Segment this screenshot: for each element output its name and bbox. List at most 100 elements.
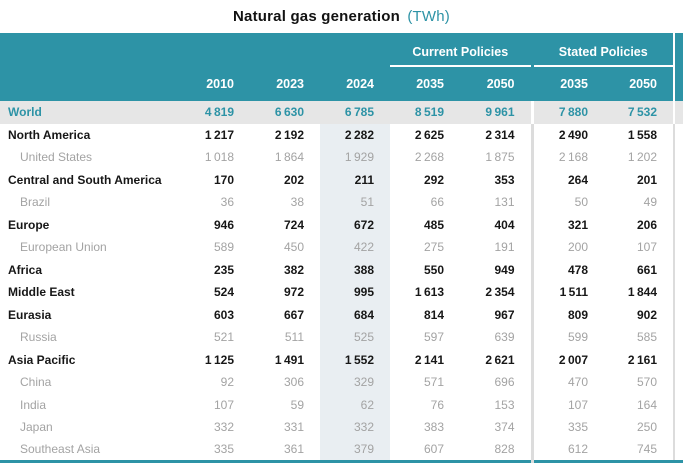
value-cell: 607 [423, 442, 444, 456]
value-cell: 206 [636, 217, 657, 232]
value-cell: 191 [494, 240, 515, 255]
value-cell: 603 [213, 307, 234, 322]
row-edge-cell [673, 393, 683, 416]
value-cell: 353 [494, 172, 515, 187]
value-cell: 329 [320, 371, 390, 394]
row-label: Brazil [20, 195, 51, 210]
value-cell: 639 [494, 330, 515, 345]
value-cell: 1 552 [320, 348, 390, 371]
row-label: China [20, 375, 52, 390]
value-cell: 404 [494, 217, 515, 232]
row-edge-cell [673, 326, 683, 349]
value-cell: 332 [213, 420, 234, 435]
value-cell: 211 [320, 168, 390, 191]
value-cell: 2 490 [530, 123, 604, 146]
value-cell: 306 [283, 375, 304, 390]
value-cell: 949 [494, 262, 515, 277]
value-cell: 382 [283, 262, 304, 277]
value-cell: 59 [290, 397, 304, 412]
value-cell: 585 [636, 330, 657, 345]
value-cell: 597 [423, 330, 444, 345]
value-cell: 2 621 [485, 352, 515, 367]
value-cell: 107 [530, 393, 604, 416]
value-cell: 2 282 [320, 123, 390, 146]
title-text: Natural gas generation [233, 8, 400, 25]
table-row-north-america: North America 1 217 2 192 2 282 2 625 2 314 2 … [0, 123, 683, 146]
table-row-central-and-south-america: Central and South America 170 202 211 292 353… [0, 168, 683, 191]
value-cell: 331 [283, 420, 304, 435]
row-edge-cell [673, 438, 683, 461]
value-cell: 902 [636, 307, 657, 322]
value-cell: 521 [213, 330, 234, 345]
value-cell: 264 [530, 168, 604, 191]
year-header-stated-policies-2050: 2050 [604, 67, 674, 101]
row-edge-cell [673, 146, 683, 169]
table-row-china: China 92 306 329 571 696 470 570 [0, 371, 683, 394]
value-cell: 335 [530, 416, 604, 439]
group-header-current-policies: Current Policies [390, 33, 532, 67]
value-cell: 511 [284, 330, 304, 345]
value-cell: 724 [283, 217, 304, 232]
value-cell: 485 [423, 217, 444, 232]
table-header: Current Policies Stated Policies 2010 2023 2… [0, 33, 683, 101]
row-edge-cell [673, 371, 683, 394]
value-cell: 250 [636, 420, 657, 435]
row-edge-cell [673, 416, 683, 439]
row-edge-cell [673, 101, 683, 124]
value-cell: 599 [530, 326, 604, 349]
value-cell: 745 [636, 442, 657, 456]
value-cell: 9 961 [460, 101, 532, 124]
value-cell: 1 202 [627, 150, 657, 165]
value-cell: 1 491 [274, 352, 304, 367]
row-edge-cell [673, 303, 683, 326]
row-label: Asia Pacific [8, 352, 76, 367]
row-edge-cell [673, 213, 683, 236]
value-cell: 1 875 [485, 150, 515, 165]
row-label: World [0, 101, 180, 124]
value-cell: 972 [283, 285, 304, 300]
value-cell: 809 [530, 303, 604, 326]
value-cell: 1 844 [627, 285, 657, 300]
value-cell: 164 [636, 397, 657, 412]
value-cell: 589 [213, 240, 234, 255]
value-cell: 2 192 [274, 127, 304, 142]
value-cell: 131 [494, 195, 515, 210]
table-row-japan: Japan 332 331 332 383 374 335 250 [0, 416, 683, 439]
table-row-eurasia: Eurasia 603 667 684 814 967 809 902 [0, 303, 683, 326]
table-row-europe: Europe 946 724 672 485 404 321 206 [0, 213, 683, 236]
row-label: India [20, 397, 47, 412]
value-cell: 62 [320, 393, 390, 416]
value-cell: 946 [213, 217, 234, 232]
value-cell: 200 [530, 236, 604, 259]
table-row-africa: Africa 235 382 388 550 949 478 661 [0, 258, 683, 281]
value-cell: 292 [423, 172, 444, 187]
row-label: Japan [20, 420, 53, 435]
row-label: Russia [20, 330, 57, 345]
value-cell: 1 558 [627, 127, 657, 142]
value-cell: 383 [423, 420, 444, 435]
value-cell: 49 [643, 195, 657, 210]
value-cell: 570 [636, 375, 657, 390]
group-header-label: Stated Policies [533, 36, 673, 67]
value-cell: 550 [423, 262, 444, 277]
value-cell: 361 [283, 442, 304, 456]
generation-table: Current Policies Stated Policies 2010 2023 2… [0, 33, 683, 463]
value-cell: 661 [636, 262, 657, 277]
value-cell: 828 [494, 442, 515, 456]
value-cell: 2 168 [530, 146, 604, 169]
value-cell: 1 864 [274, 150, 304, 165]
value-cell: 7 532 [604, 101, 674, 124]
value-cell: 335 [213, 442, 234, 456]
row-edge-cell [673, 258, 683, 281]
row-label: North America [8, 127, 91, 142]
header-edge-cell [673, 33, 683, 67]
table-row-russia: Russia 521 511 525 597 639 599 585 [0, 326, 683, 349]
value-cell: 525 [320, 326, 390, 349]
value-cell: 374 [494, 420, 515, 435]
value-cell: 51 [320, 191, 390, 214]
table-row-european-union: European Union 589 450 422 275 191 200 107 [0, 236, 683, 259]
figure-title: Natural gas generation (TWh) [0, 0, 683, 33]
value-cell: 967 [494, 307, 515, 322]
row-label: European Union [20, 240, 107, 255]
table-row-middle-east: Middle East 524 972 995 1 613 2 354 1 511 1 844 [0, 281, 683, 304]
